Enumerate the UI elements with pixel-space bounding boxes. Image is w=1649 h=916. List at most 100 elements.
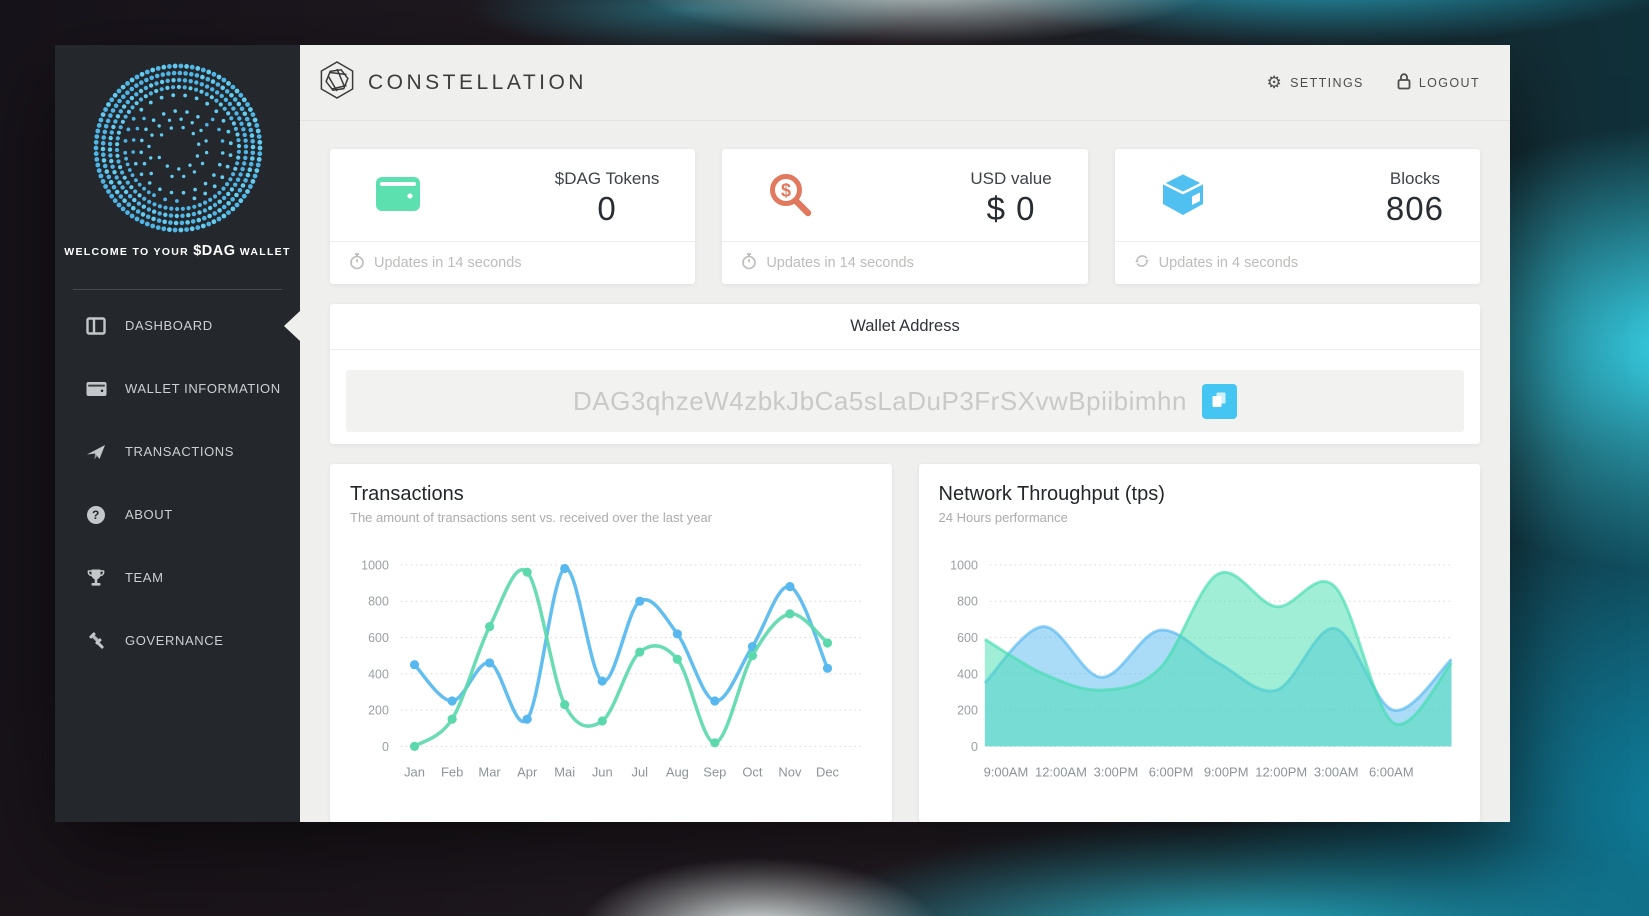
stat-label: USD value: [970, 169, 1052, 188]
wallet-address-card: Wallet Address DAG3qhzeW4zbkJbCa5sLaDuP3…: [330, 304, 1480, 444]
svg-text:Dec: Dec: [816, 764, 840, 779]
svg-text:800: 800: [368, 595, 389, 609]
svg-text:?: ?: [92, 508, 100, 522]
dollar-search-icon: $: [766, 171, 818, 221]
welcome-token: $DAG: [193, 243, 236, 259]
wallet-address-box: DAG3qhzeW4zbkJbCa5sLaDuP3FrSXvwBpiibimhn: [346, 370, 1464, 432]
sidebar-item-label: WALLET INFORMATION: [125, 381, 281, 396]
svg-text:3:00PM: 3:00PM: [1093, 764, 1138, 779]
refresh-icon: [1134, 253, 1150, 273]
wallet-app-window: WELCOME TO YOUR $DAG WALLET DASHBOARD WA…: [55, 45, 1510, 822]
question-icon: ?: [85, 504, 107, 526]
copy-address-button[interactable]: [1201, 383, 1237, 419]
welcome-prefix: WELCOME TO YOUR: [64, 246, 194, 258]
svg-text:Aug: Aug: [666, 764, 689, 779]
stat-footer-text: Updates in 14 seconds: [766, 255, 914, 271]
main-panel: CONSTELLATION ⚙ SETTINGS LOGOUT: [300, 45, 1510, 822]
svg-text:Jun: Jun: [592, 764, 613, 779]
sidebar-menu: DASHBOARD WALLET INFORMATION TRANSACTION…: [55, 294, 300, 672]
svg-text:600: 600: [368, 631, 389, 645]
sidebar-item-transactions[interactable]: TRANSACTIONS: [55, 420, 300, 483]
brand-name: CONSTELLATION: [368, 70, 587, 94]
copy-icon: [1211, 391, 1227, 412]
svg-text:3:00AM: 3:00AM: [1313, 764, 1358, 779]
dashboard-content: $DAG Tokens 0 Updates in 14 seconds: [300, 121, 1510, 822]
svg-text:1000: 1000: [950, 558, 978, 572]
sidebar-item-wallet-information[interactable]: WALLET INFORMATION: [55, 357, 300, 420]
stat-footer: Updates in 14 seconds: [722, 242, 1087, 284]
sidebar-item-governance[interactable]: GOVERNANCE: [55, 609, 300, 672]
wallet-address-value: DAG3qhzeW4zbkJbCa5sLaDuP3FrSXvwBpiibimhn: [573, 385, 1187, 416]
brand: CONSTELLATION: [316, 59, 587, 106]
stat-footer: Updates in 4 seconds: [1115, 242, 1480, 284]
stopwatch-icon: [349, 252, 365, 274]
welcome-text: WELCOME TO YOUR $DAG WALLET: [55, 243, 300, 259]
sidebar-item-dashboard[interactable]: DASHBOARD: [55, 294, 300, 357]
top-header: CONSTELLATION ⚙ SETTINGS LOGOUT: [300, 45, 1510, 121]
sidebar-item-label: DASHBOARD: [125, 318, 213, 333]
svg-text:200: 200: [368, 704, 389, 718]
svg-text:200: 200: [957, 704, 978, 718]
svg-text:400: 400: [957, 667, 978, 681]
wallet-address-title: Wallet Address: [850, 317, 960, 335]
dag-tokens-card: $DAG Tokens 0 Updates in 14 seconds: [330, 149, 696, 284]
card-divider: [722, 241, 1088, 242]
svg-text:Jan: Jan: [404, 764, 425, 779]
usd-value-card: $ USD value $ 0 Updates in 14 seconds: [722, 149, 1088, 284]
sidebar-item-label: GOVERNANCE: [125, 633, 224, 648]
wallet-icon: [85, 378, 107, 400]
network-throughput-area-chart: 0 200 400 600 800 1000 9:00AM 12:00AM 3:00PM 6:00…: [939, 533, 1461, 790]
logout-label: LOGOUT: [1418, 75, 1480, 90]
stat-value: 0: [597, 190, 617, 227]
sidebar-item-about[interactable]: ? ABOUT: [55, 483, 300, 546]
sidebar-item-label: TRANSACTIONS: [125, 444, 235, 459]
stopwatch-icon: [741, 252, 757, 274]
sidebar-item-team[interactable]: TEAM: [55, 546, 300, 609]
network-throughput-chart-card: Network Throughput (tps) 24 Hours perfor…: [918, 464, 1480, 822]
logout-button[interactable]: LOGOUT: [1396, 72, 1480, 93]
svg-text:Apr: Apr: [517, 764, 538, 779]
card-divider: [330, 349, 1480, 350]
sidebar-divider: [73, 289, 282, 290]
stat-cards-row: $DAG Tokens 0 Updates in 14 seconds: [330, 149, 1480, 284]
card-divider: [1114, 241, 1480, 242]
charts-row: Transactions The amount of transactions …: [330, 464, 1480, 822]
welcome-suffix: WALLET: [235, 246, 291, 258]
svg-text:12:00PM: 12:00PM: [1255, 764, 1307, 779]
dashboard-icon: [85, 315, 107, 337]
header-actions: ⚙ SETTINGS LOGOUT: [1266, 72, 1480, 93]
dag-dotted-sphere-logo: [55, 61, 300, 235]
stat-value: 806: [1385, 190, 1444, 227]
blocks-card: Blocks 806 Updates in 4 seconds: [1114, 149, 1480, 284]
svg-text:Sep: Sep: [703, 764, 726, 779]
wallet-icon: [374, 171, 426, 221]
svg-text:Mai: Mai: [554, 764, 575, 779]
svg-text:0: 0: [970, 740, 977, 754]
sidebar: WELCOME TO YOUR $DAG WALLET DASHBOARD WA…: [55, 45, 300, 822]
stat-footer-text: Updates in 14 seconds: [374, 255, 522, 271]
transactions-line-chart: 0 200 400 600 800 1000 Jan Feb Mar Apr Mai Jun Jul Au…: [350, 533, 872, 790]
cube-icon: [1159, 171, 1211, 221]
settings-button[interactable]: ⚙ SETTINGS: [1266, 74, 1363, 91]
svg-text:Mar: Mar: [478, 764, 501, 779]
send-icon: [85, 441, 107, 463]
trophy-icon: [85, 567, 107, 589]
card-divider: [330, 241, 696, 242]
lock-icon: [1396, 72, 1412, 93]
settings-label: SETTINGS: [1290, 75, 1364, 90]
svg-text:6:00AM: 6:00AM: [1368, 764, 1413, 779]
svg-text:9:00PM: 9:00PM: [1203, 764, 1248, 779]
svg-text:1000: 1000: [361, 558, 389, 572]
svg-text:Oct: Oct: [742, 764, 763, 779]
stat-footer: Updates in 14 seconds: [330, 242, 695, 284]
svg-text:6:00PM: 6:00PM: [1148, 764, 1193, 779]
svg-text:800: 800: [957, 595, 978, 609]
chart-title: Transactions: [350, 483, 464, 505]
chart-subtitle: The amount of transactions sent vs. rece…: [350, 510, 713, 525]
svg-text:Feb: Feb: [441, 764, 463, 779]
constellation-hexagon-icon: [316, 59, 358, 106]
gavel-icon: [85, 630, 107, 652]
sidebar-item-label: TEAM: [125, 570, 164, 585]
stat-label: $DAG Tokens: [554, 169, 660, 188]
transactions-chart-card: Transactions The amount of transactions …: [330, 464, 892, 822]
